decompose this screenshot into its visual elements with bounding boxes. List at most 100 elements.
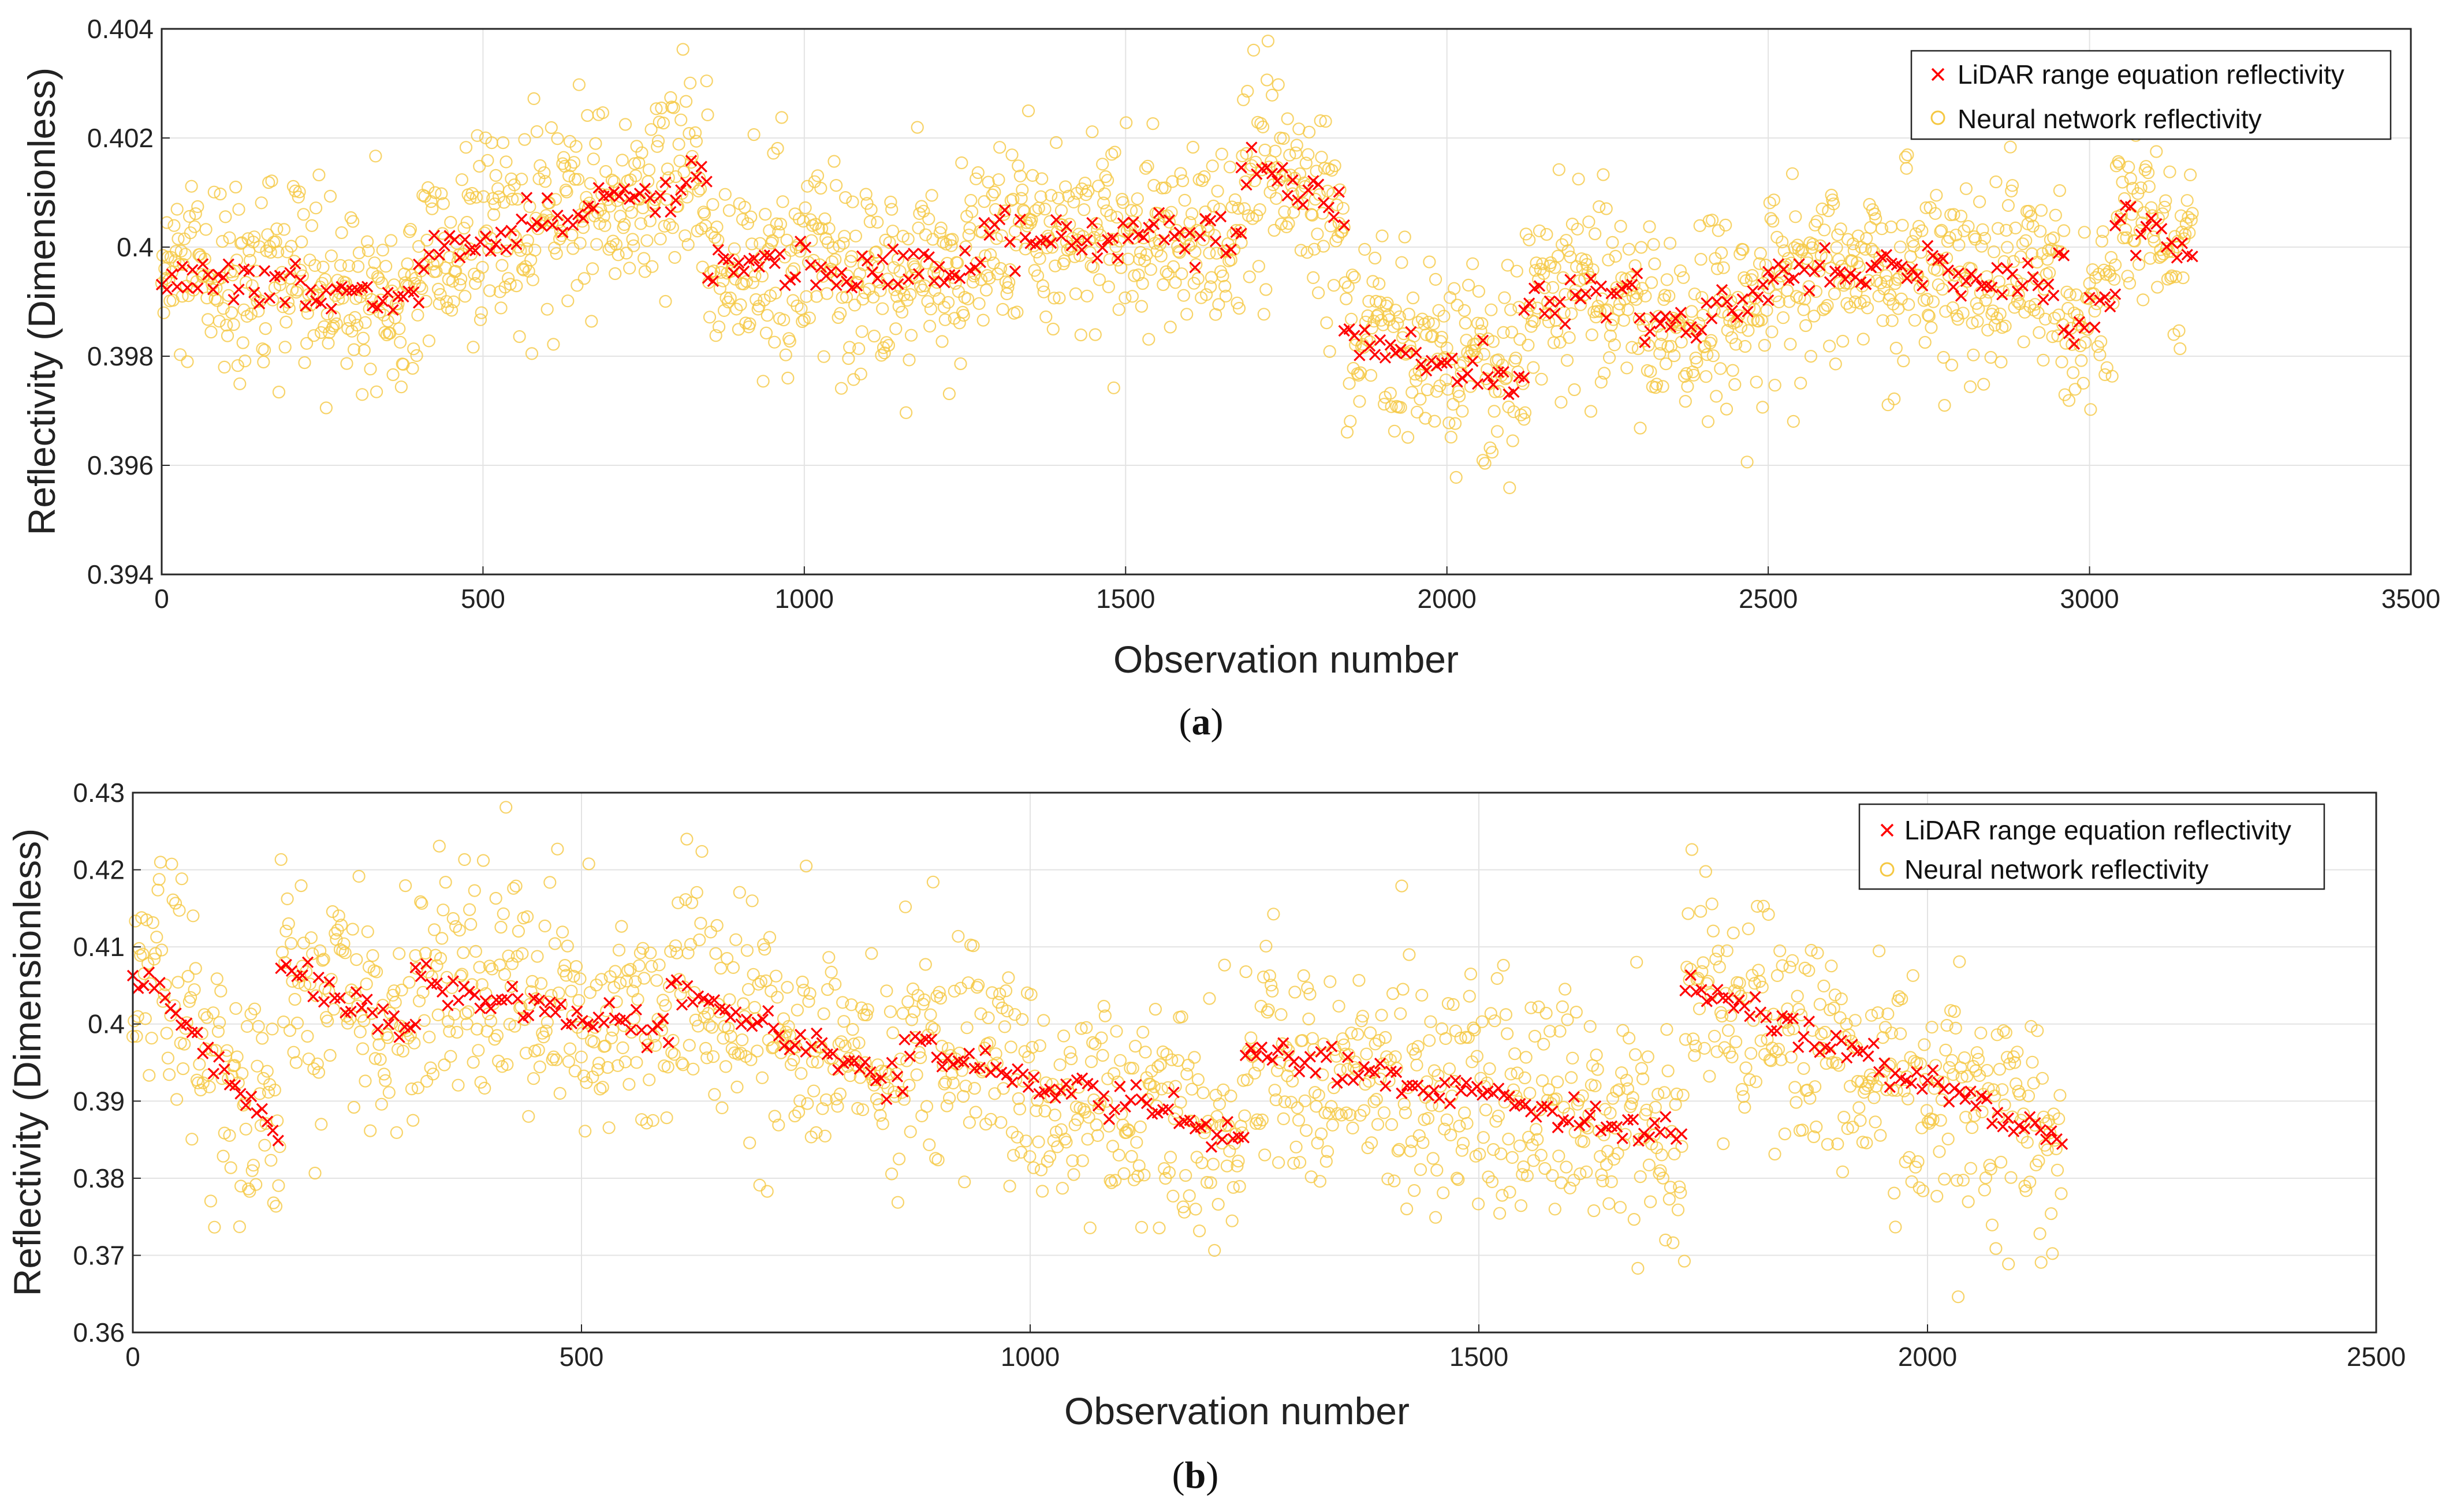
nn-point (889, 322, 903, 335)
lidar-point (753, 261, 766, 273)
nn-point (1821, 298, 1834, 312)
nn-point (169, 245, 182, 258)
nn-point (1100, 204, 1113, 218)
nn-point (2067, 366, 2080, 379)
nn-point (1478, 457, 1492, 470)
lidar-point-stroke (1313, 178, 1325, 191)
lidar-point-stroke (603, 189, 615, 201)
lidar-point-stroke (1986, 281, 1998, 293)
nn-point (1917, 275, 1930, 289)
lidar-point (1798, 263, 1810, 276)
nn-point (671, 200, 684, 213)
lidar-point-stroke (998, 204, 1011, 216)
lidar-point-stroke (1194, 230, 1206, 242)
lidar-point (495, 226, 507, 238)
nn-point (1223, 160, 1237, 174)
nn-point (234, 237, 248, 250)
nn-point (1609, 249, 1622, 263)
lidar-point (382, 286, 394, 299)
nn-point (1098, 187, 1111, 200)
nn-point (1729, 338, 1743, 351)
nn-point (2163, 165, 2176, 178)
nn-point (1462, 278, 1475, 292)
nn-point (1035, 172, 1049, 185)
nn-point (986, 188, 999, 201)
nn-point (1270, 192, 1283, 205)
nn-point (443, 251, 456, 264)
lidar-point-stroke (1045, 237, 1057, 249)
nn-point (863, 215, 877, 229)
lidar-point (587, 202, 599, 214)
lidar-point-stroke (1333, 186, 1345, 198)
lidar-point (1127, 216, 1139, 229)
nn-point (1328, 159, 1341, 173)
nn-point (1655, 328, 1668, 341)
nn-point (499, 155, 513, 169)
nn-point (856, 293, 870, 306)
nn-point (791, 299, 804, 313)
lidar-point (1710, 296, 1723, 308)
nn-point (1091, 180, 1105, 193)
nn-point (586, 262, 599, 275)
lidar-point (1508, 386, 1520, 398)
nn-point (2025, 210, 2038, 223)
lidar-point-stroke (1040, 234, 1052, 246)
nn-point (2001, 199, 2015, 212)
lidar-point (1400, 348, 1412, 360)
nn-point (435, 187, 448, 200)
lidar-point-stroke (1736, 293, 1749, 305)
nn-point (771, 141, 784, 155)
lidar-point-stroke (1991, 262, 2003, 274)
nn-point (352, 246, 366, 260)
nn-point (1560, 234, 1573, 247)
nn-point (820, 287, 834, 300)
lidar-point-stroke (1752, 291, 1764, 303)
lidar-point (1235, 227, 1247, 240)
nn-point (292, 191, 305, 204)
nn-point (471, 129, 484, 142)
nn-point (1673, 264, 1687, 278)
lidar-point (978, 216, 990, 229)
nn-point (1207, 199, 1220, 212)
nn-point (222, 289, 235, 302)
nn-point (2137, 293, 2150, 307)
nn-point (666, 221, 680, 234)
nn-point (346, 215, 360, 228)
nn-point (734, 298, 747, 312)
lidar-point (320, 284, 333, 297)
lidar-point (1482, 371, 1494, 383)
nn-point (1726, 364, 1739, 377)
nn-point (1407, 330, 1421, 343)
lidar-point-stroke (263, 292, 276, 304)
nn-point (1817, 303, 1830, 316)
nn-point (1125, 290, 1139, 303)
nn-point (1685, 305, 1698, 318)
nn-point (1945, 359, 1959, 372)
nn-point (640, 234, 654, 247)
lidar-point-stroke (1148, 218, 1160, 230)
nn-point (893, 264, 907, 278)
nn-point (376, 244, 389, 257)
nn-point (738, 200, 751, 214)
nn-point (951, 256, 964, 270)
nn-point (271, 245, 285, 259)
lidar-point-stroke (1482, 371, 1494, 383)
nn-point (1174, 167, 1187, 180)
nn-point (1694, 253, 1708, 266)
nn-point (1388, 424, 1401, 438)
lidar-point-stroke (1492, 366, 1504, 378)
nn-point (972, 297, 986, 310)
lidar-point-stroke (1942, 264, 1954, 277)
lidar-point-stroke (882, 278, 894, 291)
nn-point (706, 198, 720, 211)
lidar-point (907, 247, 920, 260)
nn-point (1133, 253, 1146, 266)
nn-point (1725, 331, 1738, 344)
nn-point (2096, 225, 2109, 238)
nn-point (1639, 289, 1652, 303)
nn-point (1352, 368, 1365, 382)
nn-point (1780, 258, 1793, 271)
nn-point (911, 121, 924, 134)
lidar-point (799, 241, 812, 253)
